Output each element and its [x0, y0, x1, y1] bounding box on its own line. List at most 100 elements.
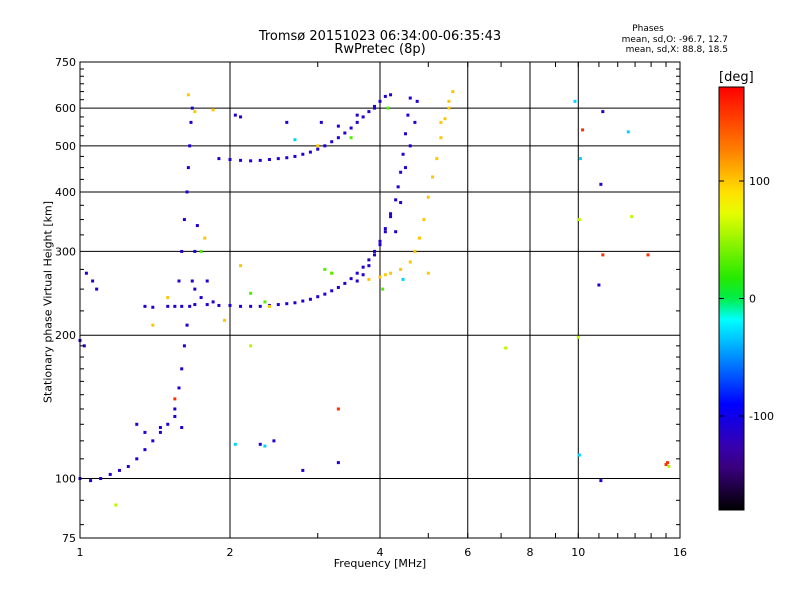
- data-point: [177, 279, 181, 283]
- data-point: [189, 120, 193, 124]
- data-point: [399, 201, 403, 205]
- data-point: [349, 277, 353, 281]
- data-point: [301, 299, 305, 303]
- data-point: [577, 453, 581, 457]
- data-point: [258, 442, 262, 446]
- phases-heading: Phases: [632, 24, 664, 34]
- data-point: [373, 106, 377, 110]
- data-point: [180, 367, 184, 371]
- data-point: [114, 503, 118, 507]
- data-point: [267, 304, 271, 308]
- phase-stats-o: mean, sd,O: -96.7, 12.7: [621, 35, 728, 45]
- data-point: [664, 463, 668, 467]
- data-point: [249, 291, 253, 295]
- data-point: [151, 305, 155, 309]
- data-point: [451, 90, 455, 94]
- data-point: [316, 295, 320, 299]
- data-point: [199, 296, 203, 300]
- data-point: [177, 386, 181, 390]
- data-point: [399, 267, 403, 271]
- data-point: [211, 108, 215, 112]
- y-axis-label: Stationary phase Virtual Height [km]: [41, 200, 55, 404]
- data-point: [117, 468, 121, 472]
- data-point: [378, 99, 382, 103]
- data-point: [263, 444, 267, 448]
- data-point: [576, 335, 580, 339]
- data-point: [301, 468, 305, 472]
- data-point: [285, 120, 289, 124]
- data-point: [249, 344, 253, 348]
- data-point: [89, 479, 93, 483]
- data-point: [394, 198, 398, 202]
- data-point: [383, 94, 387, 98]
- data-point: [239, 264, 243, 268]
- data-point: [258, 304, 262, 308]
- data-point: [199, 249, 203, 253]
- data-point: [143, 430, 147, 434]
- data-point: [239, 304, 243, 308]
- y-tick-label: 750: [55, 56, 76, 69]
- data-point: [361, 115, 365, 119]
- data-point: [193, 303, 197, 307]
- data-point: [355, 279, 359, 283]
- data-point: [389, 212, 393, 216]
- data-point: [447, 106, 451, 110]
- data-point: [185, 323, 189, 327]
- data-point: [413, 120, 417, 124]
- data-point: [646, 253, 650, 257]
- data-point: [228, 157, 232, 161]
- data-point: [173, 304, 177, 308]
- data-point: [578, 157, 582, 161]
- data-point: [406, 113, 410, 117]
- data-point: [293, 154, 297, 158]
- data-point: [336, 285, 340, 289]
- data-point: [389, 271, 393, 275]
- data-point: [91, 279, 95, 283]
- data-point: [267, 157, 271, 161]
- data-point: [190, 279, 194, 283]
- data-point: [367, 110, 371, 114]
- data-point: [293, 301, 297, 305]
- x-tick-label: 10: [571, 546, 585, 559]
- phase-colorbar: 100 0 -100: [718, 86, 774, 511]
- grid-lines: [80, 62, 680, 538]
- colorbar-label: [deg]: [719, 70, 754, 85]
- data-point: [166, 296, 170, 300]
- data-point: [276, 303, 280, 307]
- data-point: [99, 477, 103, 481]
- data-point: [383, 273, 387, 277]
- data-point: [373, 104, 377, 108]
- data-point: [408, 260, 412, 264]
- data-point: [249, 159, 253, 163]
- data-point: [443, 117, 447, 121]
- data-point: [316, 147, 320, 151]
- data-point: [84, 271, 88, 275]
- data-point: [258, 158, 262, 162]
- data-point: [158, 430, 162, 434]
- data-point: [415, 99, 419, 103]
- data-point: [82, 344, 86, 348]
- data-point: [180, 304, 184, 308]
- data-point: [349, 126, 353, 130]
- data-point: [182, 344, 186, 348]
- data-point: [381, 287, 385, 291]
- data-point: [573, 99, 577, 103]
- plot-frame: [79, 61, 681, 539]
- data-point: [408, 144, 412, 148]
- data-point: [504, 346, 508, 350]
- colorbar-tick-label: 0: [749, 293, 756, 306]
- data-point: [667, 464, 671, 468]
- data-point: [330, 271, 334, 275]
- data-point: [135, 457, 139, 461]
- data-point: [336, 124, 340, 128]
- data-point: [239, 158, 243, 162]
- data-point: [330, 289, 334, 293]
- phase-stats-x: mean, sd,X: 88.8, 18.5: [625, 45, 728, 55]
- data-point: [151, 323, 155, 327]
- y-tick-label: 100: [55, 473, 76, 486]
- data-point: [205, 303, 209, 307]
- y-tick-label: 75: [62, 532, 76, 545]
- data-point: [188, 144, 192, 148]
- data-point: [383, 230, 387, 234]
